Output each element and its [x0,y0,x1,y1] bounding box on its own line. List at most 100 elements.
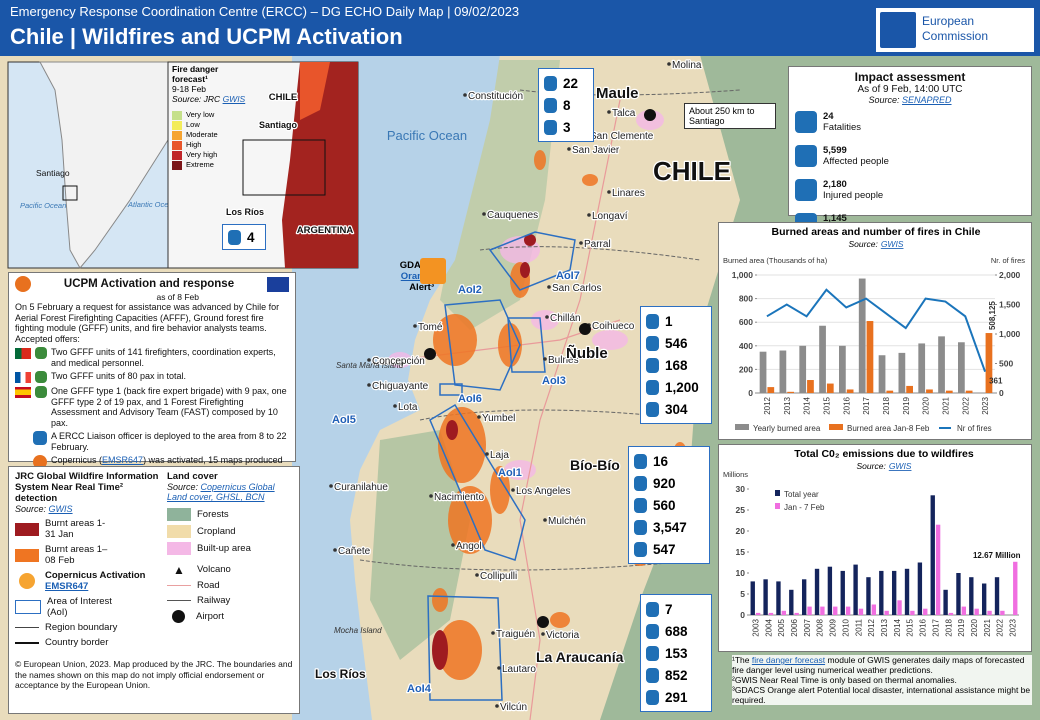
flag-portugal [15,348,31,359]
offer-icon [35,386,47,398]
source-label: Source: [167,482,199,492]
source-link[interactable]: SENAPRED [902,95,952,105]
bar [759,351,767,393]
fire-danger-level: Extreme [172,160,252,170]
impact-value: 2,180 [823,179,847,190]
swatch [15,641,39,644]
line [766,288,987,373]
stat-icon [634,453,647,469]
x-tick-label: 2013 [880,618,889,636]
y-tick-label: 600 [739,317,753,327]
source-label: Source: [849,239,879,249]
stat-row: 920 [634,472,704,494]
y-tick-label: 25 [736,505,746,515]
link[interactable]: EMSR647 [45,581,89,592]
town [333,548,337,552]
link[interactable]: fire danger forecast [751,655,826,665]
legend-text: Copernicus Activation EMSR647 [45,570,155,592]
chart-panel: Total C0₂ emissions due to wildfires Sour… [718,444,1032,652]
place-label: Cauquenes [487,210,538,221]
bar [965,390,973,393]
legend-item: ▲ Volcano [167,563,293,577]
source-link[interactable]: Copernicus Global Land cover, GHSL, BCN [167,482,275,502]
bar [930,495,935,615]
swatch [15,627,39,628]
legend-item: Railway [167,595,293,606]
impact-text: 24 Fatalities [823,111,861,133]
source-link[interactable]: GWIS [889,461,912,471]
town [543,357,547,361]
place-label: Linares [612,188,645,199]
stat-icon [634,497,647,513]
y2-tick-label: 2,000 [999,270,1021,280]
gdacs-icon [420,258,446,284]
level-label: Low [186,120,200,129]
legend-item: Area of Interest (AoI) [15,596,161,618]
swatch [15,548,39,562]
stat-value: 22 [563,75,579,91]
burnt-area-jan [432,630,448,670]
x-tick-label: 2013 [783,396,792,414]
stat-icon [228,229,241,245]
x-tick-label: 2021 [983,618,992,636]
swatch [172,110,182,120]
x-tick-label: 2023 [1009,618,1018,636]
impact-icon [795,179,817,201]
town [541,632,545,636]
legend-left: JRC Global Wildfire Information System N… [15,471,161,648]
legend-label: Total year [784,490,819,499]
town [393,404,397,408]
bar [878,355,886,393]
fire-danger-level: Moderate [172,130,252,140]
inset-extent [62,185,78,201]
source-link[interactable]: GWIS [881,239,904,249]
y2-tick-label: 1,000 [999,329,1021,339]
legend-swatch [735,424,749,430]
chart: Burned areas and number of fires in Chil… [723,226,1025,433]
source-label: Source: [868,95,900,105]
island-label: Mocha Island [334,626,382,635]
link[interactable]: Orange [400,271,434,282]
bar [961,606,967,615]
ucpm-accepted: Accepted offers: [15,333,80,344]
bar [943,589,948,615]
burnt-area-feb [448,486,492,554]
x-tick-label: 2007 [803,618,812,636]
stat-box: 1 546 168 1,200 304 [640,306,712,424]
offer-icon [35,371,47,383]
burnt-area-feb [438,620,482,680]
header-subtitle: Emergency Response Coordination Centre (… [10,4,520,19]
place-label: Tomé [418,322,443,333]
place-label: Longaví [592,211,628,222]
source-link[interactable]: GWIS [222,94,246,104]
town [567,147,571,151]
aoi-label: AoI6 [458,393,482,405]
bar [858,608,864,615]
x-tick-label: 2019 [902,396,911,414]
town [451,543,455,547]
y-tick-label: 20 [736,526,746,536]
impact-item: 2,180 Injured people [795,173,913,207]
bar [974,608,979,615]
offer: One GFFF type 1 (back fire expert brigad… [15,386,289,428]
bar [969,577,974,615]
level-label: Very low [186,110,215,119]
y-tick-label: 10 [736,568,746,578]
town [667,62,671,66]
bar [906,385,913,393]
place-label: Cañete [338,546,371,557]
town [607,110,611,114]
level-label: Very high [186,150,218,159]
built-up-area [531,310,559,330]
x-tick-label: 2020 [970,618,979,636]
fire-danger-label: CHILE [269,92,298,103]
region-boundary [479,246,701,261]
source-link[interactable]: GWIS [48,504,73,514]
y-tick-label: 0 [740,610,745,620]
bar [945,390,953,393]
bar [794,612,799,615]
island-label: Santa María Island [336,361,404,370]
swatch [172,120,182,130]
stat-value: 8 [563,97,571,113]
link[interactable]: EMSR647 [102,455,144,465]
